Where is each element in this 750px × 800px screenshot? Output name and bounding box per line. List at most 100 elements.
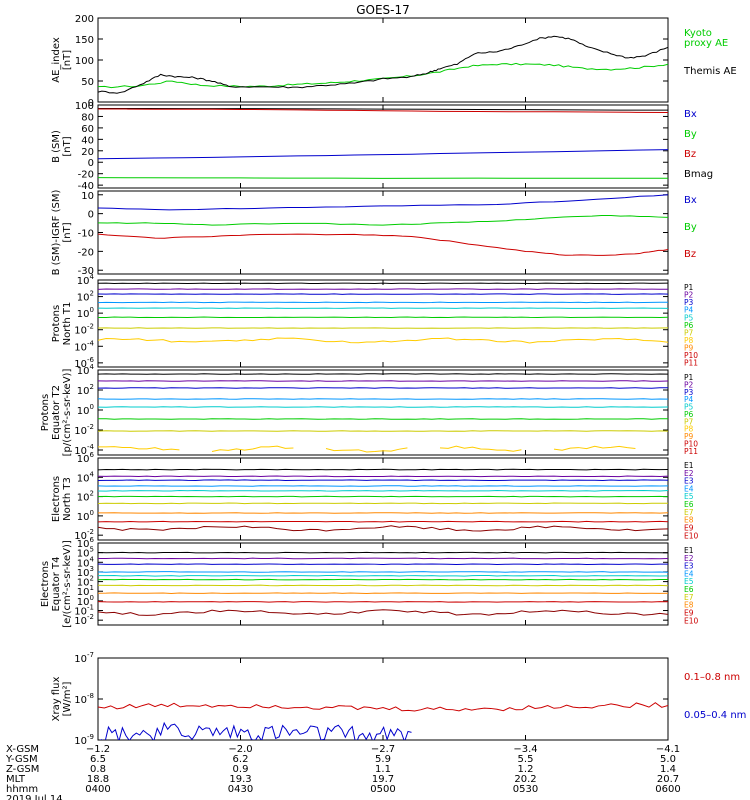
legend-entry: E4 [684,569,694,578]
panel-frame [97,369,669,456]
series-p8-line [98,337,668,344]
time-axis-value: 0600 [655,784,680,795]
legend-entry: P5 [684,403,694,412]
legend-entry: E9 [684,523,694,532]
series-e3-line [98,563,668,566]
series-e7-line [98,502,668,505]
series-bmag-line [98,107,668,111]
series-e9-line [98,520,668,523]
legend-entry: By [684,222,697,233]
series-group [98,35,668,94]
y-tick-label: 100 [77,306,94,320]
legend-entry: 0.05–0.4 nm [684,710,746,721]
series-group [98,468,668,532]
time-axis: X-GSM −1.2 −2.0 −2.7 −3.4 −4.1 Y-GSM 6.5 6.2 5.9 5… [5,744,681,800]
y-tick-label: -20 [78,247,94,258]
time-axis-row-label: MLT [6,774,26,785]
y-tick-label: 50 [81,77,94,88]
series-group [98,194,668,256]
y-tick-label: 105 [77,546,94,560]
y-tick-label: 10-6 [74,356,94,370]
y-tick-label: 100 [75,101,94,112]
y-axis-label-line: AE_index [51,37,62,83]
y-tick-label: 60 [81,124,94,135]
time-axis-value: 0430 [228,784,253,795]
time-axis-row-label: hhmm [6,784,38,795]
y-tick-label: 0 [88,98,94,109]
y-tick-label: 10-2 [74,613,94,627]
legend-entry: E1 [684,546,694,555]
legend-entry: P10 [684,440,698,449]
panel-frame [97,104,669,189]
legend-entry: P2 [684,380,694,389]
y-tick-label: 20 [81,147,94,158]
y-axis-label-line: [p/(cm²-s-sr-keV)] [62,369,73,457]
time-axis-value: −2.0 [228,744,252,755]
time-axis-value: 20.2 [514,774,536,785]
time-axis-value: −4.1 [656,744,680,755]
y-tick-label: 10-9 [74,733,94,747]
time-axis-row-label: Z-GSM [6,764,39,775]
series-0-1-0-8-nm-line [98,702,668,712]
series-e6-line [98,495,668,498]
time-axis-value: 19.3 [229,774,251,785]
legend-entry: E2 [684,554,694,563]
legend-entry: E5 [684,577,694,586]
series-e10-line [98,525,668,532]
y-axis-label: B (SM) [nT] [51,130,73,163]
time-axis-value: 0.9 [233,764,249,775]
y-tick-label: 104 [77,470,95,484]
y-tick-label: 104 [77,555,95,569]
legend-entry: E6 [684,500,694,509]
y-tick-label: 102 [77,290,94,304]
y-tick-label: 101 [77,584,94,598]
legend-entry: E6 [684,585,694,594]
y-axis-label: Electrons North T3 [51,476,73,522]
legend-entry: E7 [684,593,694,602]
panel-bdiff: -30 -20 -10 0 10 B (SM)-IGRF (SM) [nT] Bx By Bz [51,190,697,278]
y-axis-label: Electrons Equator T4 [e/(cm²-s-sr-keV)] [40,540,73,628]
series-e9-line [98,601,668,603]
series-e8-line [98,592,668,594]
series-p8-line [98,446,180,451]
series-e1-line [98,468,668,471]
y-axis-label-line: [nT] [62,222,73,242]
legend-entry: E5 [684,492,694,501]
legend-entry: P4 [684,395,694,404]
legend-entry: E9 [684,608,694,617]
y-tick-label: 10-1 [74,604,94,618]
legend-entry: P10 [684,351,698,360]
panel-frame [97,190,669,275]
series-p7-line [98,430,668,432]
y-tick-label: 10 [81,191,94,202]
series-bx-line [98,194,668,211]
time-axis-value: 18.8 [87,774,109,785]
y-tick-label: 100 [77,509,94,523]
y-tick-label: 0 [88,158,94,169]
legend-entry: P5 [684,313,694,322]
y-axis-label-line: Electrons [40,561,51,607]
legend-entry: E10 [684,616,699,625]
legend-entry: P7 [684,328,694,337]
series-group [98,702,668,740]
y-axis-label-line: [e/(cm²-s-sr-keV)] [62,540,73,628]
series-p8-line [553,445,636,451]
legend-entry: P9 [684,344,694,353]
legend-entry: P11 [684,359,698,368]
y-axis-label: Xray flux [W/m²] [51,677,73,722]
y-axis-label-line: B (SM)-IGRF (SM) [51,190,62,276]
legend: Bx By Bz Bmag [684,109,713,180]
series-bz-line [98,233,668,256]
series-e7-line [98,584,668,587]
legend-entry: Bx [684,195,697,206]
legend-entry: E3 [684,477,694,486]
y-axis-label-line: Equator T4 [51,557,62,612]
